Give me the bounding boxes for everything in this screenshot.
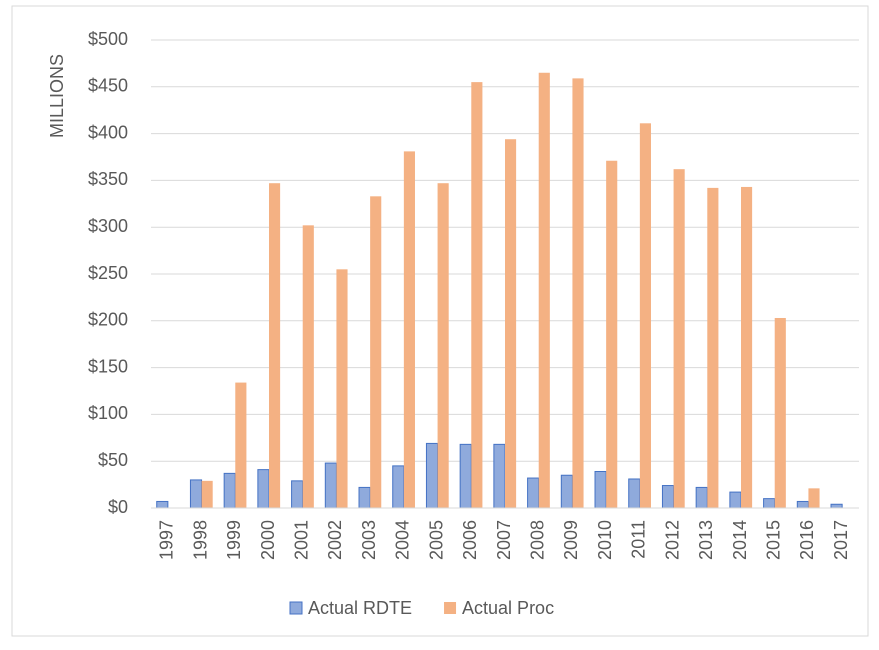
y-tick-label: $200 bbox=[88, 310, 128, 330]
bar bbox=[189, 479, 203, 509]
x-tick-label: 2017 bbox=[831, 520, 851, 560]
bar bbox=[459, 443, 472, 509]
y-axis-label: MILLIONS bbox=[47, 54, 67, 138]
x-tick-label: 2007 bbox=[494, 520, 514, 560]
bar bbox=[493, 443, 506, 509]
x-tick-label: 1998 bbox=[190, 520, 210, 560]
bar bbox=[695, 486, 708, 509]
bar bbox=[639, 123, 651, 508]
bar bbox=[403, 151, 415, 508]
bar bbox=[729, 491, 742, 509]
legend-label: Actual RDTE bbox=[308, 598, 412, 618]
bar bbox=[830, 503, 843, 509]
bar bbox=[741, 186, 753, 508]
bar bbox=[628, 478, 641, 509]
bar bbox=[392, 465, 405, 509]
x-tick-label: 2008 bbox=[527, 520, 547, 560]
bar bbox=[594, 470, 607, 509]
bar bbox=[808, 488, 820, 508]
bar bbox=[425, 442, 439, 509]
bar bbox=[437, 183, 449, 508]
bar bbox=[673, 169, 685, 508]
bar bbox=[302, 225, 314, 508]
x-tick-label: 2015 bbox=[763, 520, 783, 560]
y-tick-label: $300 bbox=[88, 216, 128, 236]
bar bbox=[358, 486, 371, 509]
bar bbox=[527, 477, 540, 509]
bar bbox=[538, 72, 550, 508]
y-tick-label: $100 bbox=[88, 403, 128, 423]
y-tick-label: $400 bbox=[88, 122, 128, 142]
bar bbox=[572, 78, 584, 508]
x-tick-label: 2002 bbox=[325, 520, 345, 560]
y-tick-label: $250 bbox=[88, 263, 128, 283]
y-tick-label: $0 bbox=[108, 497, 128, 517]
bar bbox=[223, 472, 236, 509]
bar bbox=[774, 317, 786, 508]
bar bbox=[763, 498, 776, 509]
x-tick-label: 2011 bbox=[629, 520, 649, 559]
bar bbox=[257, 469, 270, 509]
x-tick-label: 2006 bbox=[460, 520, 480, 560]
y-tick-label: $350 bbox=[88, 169, 128, 189]
x-tick-label: 2013 bbox=[696, 520, 716, 560]
bar bbox=[707, 187, 719, 508]
legend-swatch bbox=[444, 602, 457, 614]
bar bbox=[324, 462, 337, 509]
x-tick-label: 2012 bbox=[662, 520, 682, 560]
x-tick-label: 2003 bbox=[359, 520, 379, 560]
bar bbox=[505, 139, 517, 508]
x-tick-label: 2004 bbox=[393, 520, 413, 560]
x-tick-label: 1997 bbox=[157, 520, 177, 560]
bar bbox=[370, 196, 382, 508]
x-tick-label: 2009 bbox=[561, 520, 581, 560]
legend-label: Actual Proc bbox=[462, 598, 554, 618]
x-tick-label: 2016 bbox=[797, 520, 817, 560]
x-tick-label: 2014 bbox=[730, 520, 750, 560]
bar bbox=[269, 183, 281, 508]
x-tick-label: 2001 bbox=[291, 520, 311, 560]
bar bbox=[661, 485, 675, 509]
bar bbox=[201, 480, 213, 508]
bar bbox=[560, 474, 573, 509]
bar bbox=[606, 160, 618, 508]
bar bbox=[471, 82, 483, 509]
legend-swatch bbox=[289, 601, 303, 615]
bar bbox=[235, 382, 247, 508]
x-tick-label: 2005 bbox=[426, 520, 446, 560]
x-tick-label: 1999 bbox=[224, 520, 244, 560]
y-tick-label: $50 bbox=[98, 450, 128, 470]
bar bbox=[796, 500, 809, 509]
x-tick-label: 2010 bbox=[595, 520, 615, 560]
y-tick-label: $150 bbox=[88, 356, 128, 376]
y-tick-label: $450 bbox=[88, 76, 128, 96]
x-tick-label: 2000 bbox=[258, 520, 278, 560]
bar bbox=[156, 500, 169, 509]
y-tick-label: $500 bbox=[88, 29, 128, 49]
bar bbox=[291, 480, 304, 509]
bar bbox=[336, 269, 348, 508]
